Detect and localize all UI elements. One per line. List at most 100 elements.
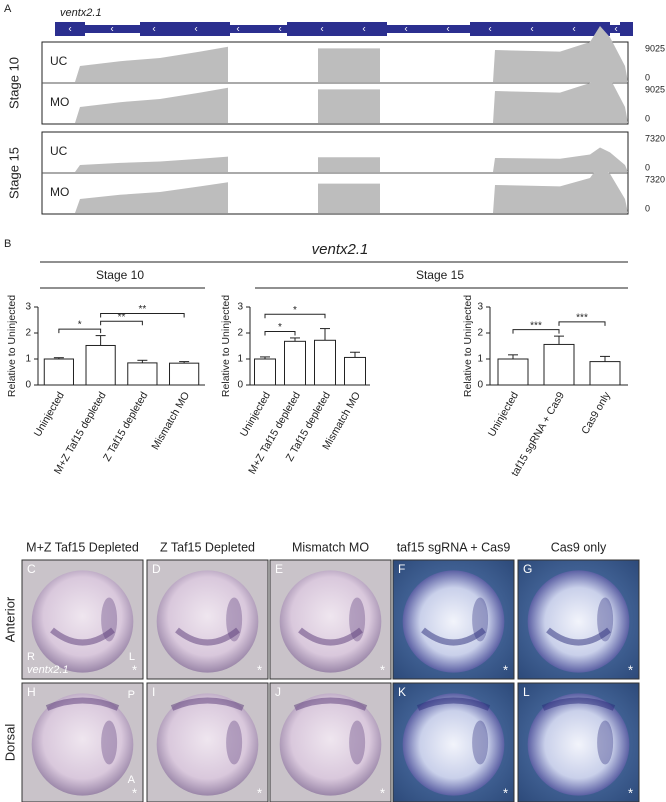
coverage: [75, 67, 628, 123]
strand-arrow: ‹: [236, 24, 239, 35]
stain: [472, 720, 489, 765]
bar: [43, 358, 74, 386]
significance-bracket: [58, 328, 102, 334]
image-annotation: *: [132, 662, 137, 677]
scale-max: 9025: [645, 43, 665, 53]
y-tick-label: 0: [477, 380, 483, 391]
bar: [127, 362, 158, 386]
stain: [298, 627, 363, 646]
significance-label: *: [278, 322, 282, 333]
strand-arrow: ‹: [68, 24, 71, 35]
stain: [416, 697, 491, 711]
embryo: [31, 570, 134, 673]
bar: [497, 358, 529, 386]
coverage: [75, 164, 628, 213]
image-annotation: *: [132, 785, 137, 800]
panel-letter: J: [275, 685, 281, 699]
strand-arrow: ‹: [278, 24, 281, 35]
strand-arrow: ‹: [362, 24, 365, 35]
significance-label: *: [293, 305, 297, 316]
strand-arrow: ‹: [194, 24, 197, 35]
stain: [50, 627, 115, 646]
image-annotation: L: [129, 651, 135, 663]
image-annotation: *: [380, 662, 385, 677]
embryo: [402, 693, 505, 796]
stage-label: Stage 15: [6, 147, 21, 199]
significance-bracket: [100, 313, 185, 318]
stain: [546, 627, 611, 646]
embryo: [156, 693, 259, 796]
figure-title: ventx2.1: [312, 241, 369, 258]
significance-bracket: [264, 330, 296, 336]
panel-letter: C: [27, 562, 36, 576]
image-annotation: *: [257, 662, 262, 677]
panel-letter: L: [523, 685, 530, 699]
image-annotation: R: [27, 651, 35, 663]
column-header: Z Taf15 Depleted: [160, 540, 255, 554]
y-tick-label: 0: [25, 380, 31, 391]
embryo: [279, 693, 382, 796]
x-tick-label: Cas9 only: [579, 389, 613, 436]
stain: [349, 597, 366, 642]
embryo: [527, 693, 630, 796]
image-annotation: *: [503, 662, 508, 677]
stain: [472, 597, 489, 642]
significance-label: ***: [530, 320, 542, 331]
significance-label: **: [118, 312, 126, 323]
strand-arrow: ‹: [404, 24, 407, 35]
stain: [597, 597, 614, 642]
embryo: [402, 570, 505, 673]
y-tick-label: 1: [237, 354, 243, 365]
coverage: [75, 147, 628, 172]
column-header: taf15 sgRNA + Cas9: [397, 540, 511, 554]
y-axis-label: Relative to Uninjected: [6, 295, 18, 397]
panel-letter: D: [152, 562, 161, 576]
x-tick-label: Z Taf15 depleted: [101, 390, 150, 464]
panel-letter: F: [398, 562, 405, 576]
image-annotation: A: [128, 774, 136, 786]
row-label: Anterior: [2, 596, 17, 642]
scale-min: 0: [645, 203, 650, 213]
image-annotation: *: [628, 785, 633, 800]
embryo: [527, 570, 630, 673]
bar: [344, 356, 366, 386]
y-tick-label: 2: [477, 328, 483, 339]
bar: [589, 361, 621, 386]
significance-bracket: [264, 313, 326, 319]
strand-arrow: ‹: [530, 24, 533, 35]
stain: [541, 697, 616, 711]
column-header: Mismatch MO: [292, 540, 369, 554]
significance-label: *: [78, 320, 82, 331]
group-label: Stage 10: [96, 268, 144, 282]
strand-arrow: ‹: [572, 24, 575, 35]
panel-label: B: [4, 238, 11, 250]
stain: [175, 627, 240, 646]
image-annotation: *: [257, 785, 262, 800]
significance-bracket: [558, 321, 606, 326]
bar: [254, 358, 276, 386]
stain: [293, 697, 368, 711]
significance-label: **: [138, 304, 146, 315]
panel-letter: G: [523, 562, 532, 576]
strand-arrow: ‹: [152, 24, 155, 35]
significance-bracket: [100, 320, 143, 326]
y-tick-label: 3: [25, 302, 31, 313]
image-annotation: ventx2.1: [27, 664, 69, 676]
strand-arrow: ‹: [446, 24, 449, 35]
significance-label: ***: [576, 312, 588, 323]
image-annotation: *: [380, 785, 385, 800]
track-name: MO: [50, 185, 69, 199]
bar: [543, 343, 575, 386]
strand-arrow: ‹: [110, 24, 113, 35]
panel-letter: I: [152, 685, 155, 699]
gene-model: [55, 22, 633, 36]
embryo: [31, 693, 134, 796]
gene-label: ventx2.1: [60, 7, 102, 19]
y-axis-label: Relative to Uninjected: [462, 295, 474, 397]
stain: [101, 720, 118, 765]
y-tick-label: 2: [25, 328, 31, 339]
scale-min: 0: [645, 113, 650, 123]
bar: [284, 340, 306, 386]
bar: [314, 339, 336, 386]
